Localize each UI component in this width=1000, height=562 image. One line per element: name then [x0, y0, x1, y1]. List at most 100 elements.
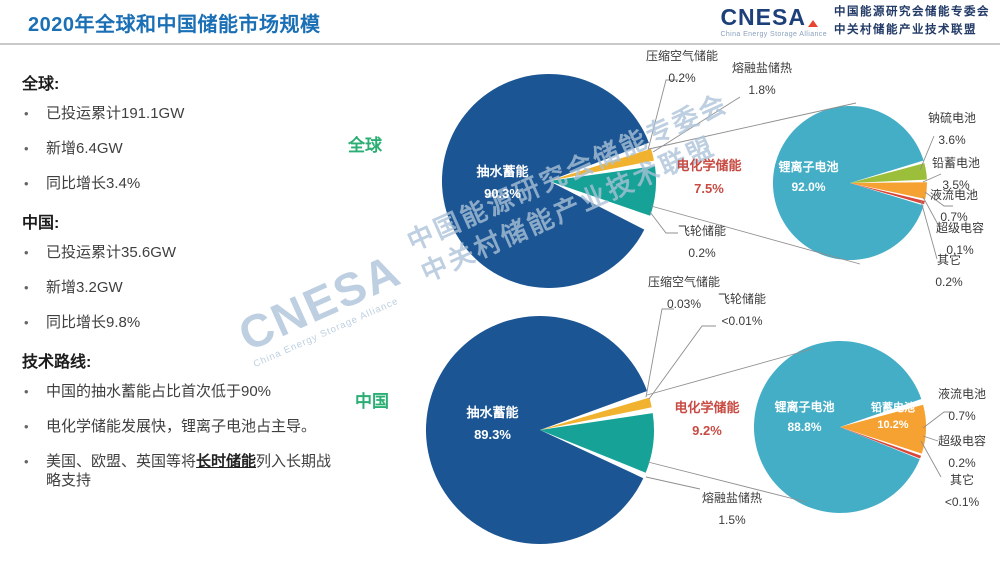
slice-name: 飞轮储能: [677, 224, 726, 238]
slice-name: 抽水蓄能: [476, 164, 529, 179]
slice-value: 89.3%: [474, 427, 511, 443]
bullet-icon: •: [24, 384, 29, 399]
slice-name: 超级电容: [935, 221, 984, 235]
bullet-icon: •: [24, 106, 29, 121]
logo-accent-icon: [807, 19, 818, 27]
slice-value: <0.1%: [944, 494, 980, 509]
leader-line: [919, 135, 935, 171]
list-item-text: 已投运累计35.6GW: [46, 244, 177, 261]
china-callout-flow-battery: 液流电池 0.7%: [926, 384, 998, 427]
leader-line: [646, 348, 813, 396]
leader-line: [652, 96, 741, 153]
slice-value: 0.7%: [948, 408, 976, 423]
global-main-pie-teal-wedge: [549, 166, 657, 216]
china-main-pie-main_blue-wedge: [425, 316, 648, 545]
slice-name: 钠硫电池: [927, 111, 976, 125]
slice-value: 9.2%: [692, 422, 722, 438]
slice-value: 0.2%: [688, 245, 716, 260]
leader-line: [647, 79, 678, 151]
list-item: • 电化学储能发展快，锂离子电池占主导。: [22, 417, 340, 436]
global-detail-pie-orange-wedge: [850, 182, 928, 199]
slice-name: 铅蓄电池: [871, 402, 915, 414]
slice-name: 飞轮储能: [717, 292, 766, 306]
slice-value: 3.5%: [942, 177, 970, 192]
bullet-icon: •: [24, 280, 29, 295]
leader-line: [920, 440, 942, 478]
slice-name: 熔融盐储热: [701, 491, 762, 505]
slice-name: 锂离子电池: [778, 160, 839, 174]
slice-name: 液流电池: [929, 188, 978, 202]
china-callout-flywheel: 飞轮储能 <0.01%: [706, 289, 778, 332]
china-callout-molten-salt: 熔融盐储热 1.5%: [692, 488, 772, 531]
china-main-pie-gold-wedge: [540, 397, 652, 430]
leader-line: [645, 476, 701, 490]
leader-line: [924, 191, 953, 207]
leader-line: [648, 325, 716, 400]
slice-value: 7.5%: [694, 180, 724, 196]
bullet-icon: •: [24, 176, 29, 191]
china-detail-pie-sliver_red-wedge: [840, 427, 922, 459]
leader-line: [922, 196, 942, 231]
logo-brand-column: CNESA China Energy Storage Alliance: [720, 3, 827, 38]
list-item-text: 同比增长3.4%: [46, 175, 141, 192]
list-item: • 同比增长9.8%: [22, 313, 340, 332]
slice-name: 其它: [949, 473, 974, 487]
slice-value: 3.6%: [938, 132, 966, 147]
global-callout-flywheel: 飞轮储能 0.2%: [664, 221, 740, 264]
slice-name: 压缩空气储能: [645, 49, 718, 63]
slice-value: 88.8%: [787, 420, 822, 435]
header: 2020年全球和中国储能市场规模 CNESA China Energy Stor…: [0, 0, 1000, 45]
slice-name: 其它: [936, 253, 961, 267]
list-item: • 同比增长3.4%: [22, 174, 340, 193]
heading-china: 中国:: [22, 215, 60, 232]
list-item: • 美国、欧盟、英国等将长时储能列入长期战略支持: [22, 452, 340, 490]
logo-tagline: China Energy Storage Alliance: [720, 30, 827, 38]
bullet-icon: •: [24, 141, 29, 156]
heading-global: 全球:: [22, 76, 60, 93]
slice-name: 压缩空气储能: [647, 275, 720, 289]
leader-line: [647, 461, 807, 503]
leader-line: [648, 102, 857, 150]
list-item-text: 新增6.4GW: [46, 140, 123, 157]
list-item: • 新增3.2GW: [22, 278, 340, 297]
leader-line: [645, 308, 674, 398]
leader-line: [650, 205, 861, 265]
list-item-text: 同比增长9.8%: [46, 314, 141, 331]
slice-name: 电化学储能: [676, 158, 742, 173]
global-callout-supercapacitor: 超级电容 0.1%: [924, 218, 996, 261]
global-callout-compressed-air: 压缩空气储能 0.2%: [634, 46, 730, 89]
global-detail-pie-center-label: 锂离子电池 92.0%: [766, 157, 851, 198]
bullet-icon: •: [24, 454, 29, 469]
global-detail-pie-olive-wedge: [850, 163, 927, 183]
global-detail-pie-cyan-wedge: [772, 106, 924, 261]
china-electrochemical-label: 电化学储能 9.2%: [662, 397, 752, 443]
list-item-text: 美国、欧盟、英国等将长时储能列入长期战略支持: [46, 452, 340, 490]
global-main-pie-center-label: 抽水蓄能 90.3%: [455, 161, 550, 205]
slice-value: 0.2%: [935, 274, 963, 289]
china-detail-pie-orange-wedge: [840, 404, 927, 454]
page-title: 2020年全球和中国储能市场规模: [28, 14, 321, 36]
region-label-global: 全球: [348, 136, 382, 155]
slice-value: 90.3%: [484, 186, 521, 202]
slice-name: 液流电池: [937, 387, 986, 401]
list-item-text: 中国的抽水蓄能占比首次低于90%: [46, 383, 272, 400]
slice-value: <0.01%: [721, 313, 763, 328]
global-main-pie-gold-wedge: [549, 148, 654, 181]
slice-name: 熔融盐储热: [731, 61, 792, 75]
list-item-text: 新增3.2GW: [46, 279, 123, 296]
leader-line: [922, 435, 939, 442]
summary-panel: 全球: • 已投运累计191.1GW • 新增6.4GW • 同比增长3.4% 中国:…: [22, 66, 340, 506]
global-electrochemical-label: 电化学储能 7.5%: [664, 155, 754, 201]
china-main-pie-teal-wedge: [540, 413, 654, 473]
bullet-icon: •: [24, 245, 29, 260]
heading-tech-route: 技术路线:: [22, 354, 92, 371]
logo-org-names: 中国能源研究会储能专委会 中关村储能产业技术联盟: [834, 4, 990, 40]
china-callout-supercapacitor: 超级电容 0.2%: [926, 431, 998, 474]
global-callout-flow-battery: 液流电池 0.7%: [918, 185, 990, 228]
slice-name: 铅蓄电池: [931, 156, 980, 170]
global-callout-sodium-sulfur: 钠硫电池 3.6%: [914, 108, 990, 151]
china-detail-pie-cyan-wedge: [753, 340, 922, 513]
logo-brand-text: CNESA: [720, 3, 806, 30]
china-callout-other: 其它 <0.1%: [926, 470, 998, 513]
list-item: • 已投运累计35.6GW: [22, 243, 340, 262]
